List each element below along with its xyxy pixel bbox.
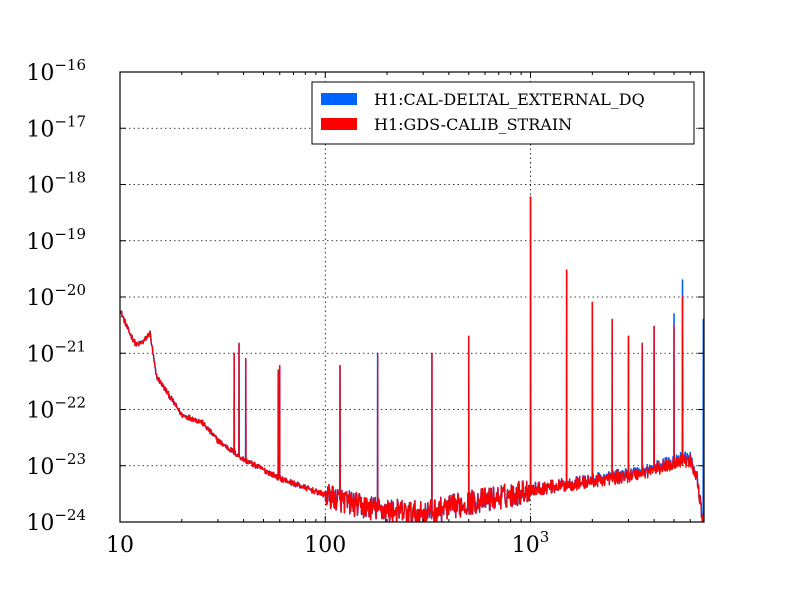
y-tick-label: 10−23: [26, 450, 86, 480]
y-tick-label: 10−16: [26, 56, 86, 86]
legend-label: H1:CAL-DELTAL_EXTERNAL_DQ: [374, 90, 645, 109]
x-tick-label: 10: [106, 533, 134, 558]
y-tick-label: 10−20: [26, 281, 86, 311]
legend-label: H1:GDS-CALIB_STRAIN: [374, 115, 572, 134]
legend-box: [311, 81, 695, 145]
y-tick-label: 10−17: [26, 112, 86, 142]
legend-swatch: [321, 93, 357, 105]
series-group: [120, 196, 704, 522]
legend-swatch: [321, 118, 357, 130]
y-tick-label: 10−24: [26, 506, 86, 536]
y-tick-label: 10−19: [26, 225, 86, 255]
y-tick-label: 10−21: [26, 337, 86, 367]
y-tick-label: 10−22: [26, 394, 86, 424]
y-tick-label: 10−18: [26, 169, 86, 199]
x-tick-label: 100: [304, 533, 346, 558]
series-line: [120, 196, 704, 522]
legend: H1:CAL-DELTAL_EXTERNAL_DQ H1:GDS-CALIB_ST…: [311, 81, 695, 145]
x-tick-label: 103: [512, 528, 550, 558]
